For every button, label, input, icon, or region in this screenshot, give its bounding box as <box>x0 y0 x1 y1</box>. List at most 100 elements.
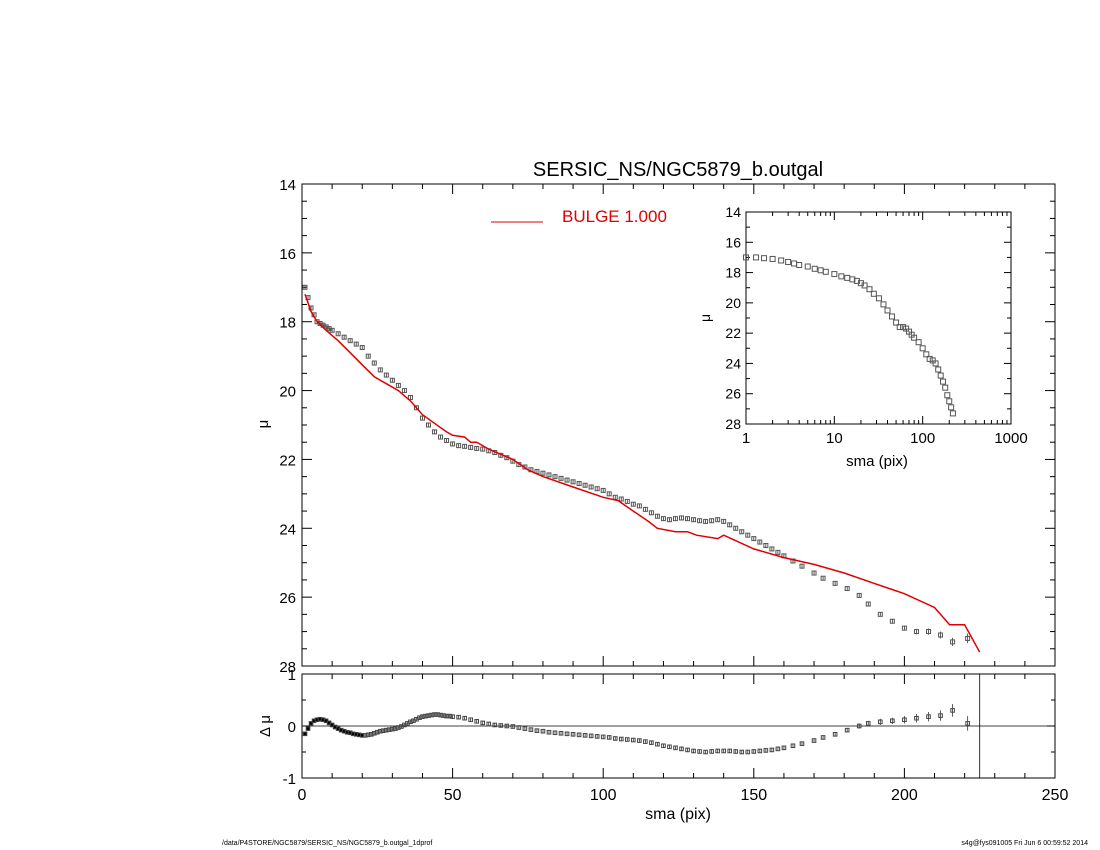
log-inset-panel: 14 16 18 20 22 24 26 281 10 100 1000 sma (pix) μ <box>697 204 1028 470</box>
residual-point <box>769 747 775 753</box>
observed-point <box>407 394 413 400</box>
residual-y-tick-label: 0 <box>288 719 296 736</box>
residual-point <box>938 713 943 718</box>
observed-point <box>432 429 438 435</box>
observed-point <box>811 570 817 576</box>
observed-point <box>763 543 769 548</box>
observed-point <box>666 517 672 523</box>
residual-point <box>667 744 672 750</box>
residual-point <box>965 721 970 726</box>
observed-point <box>564 477 570 483</box>
observed-point <box>606 491 612 497</box>
residual-point <box>435 712 440 717</box>
observed-point <box>594 486 600 492</box>
residual-point <box>582 733 588 738</box>
inset-observed-point <box>911 334 918 341</box>
inset-observed-point <box>919 345 926 352</box>
inset-observed-point <box>884 307 891 314</box>
residual-point <box>902 717 907 723</box>
residual-point <box>492 722 498 728</box>
residual-point <box>856 723 862 729</box>
main-y-axis-label: μ <box>255 420 272 429</box>
residual-point <box>552 730 558 736</box>
observed-point <box>371 360 377 366</box>
observed-point <box>480 446 486 452</box>
residual-point <box>423 713 428 719</box>
residual-point <box>649 740 654 745</box>
inset-observed-point <box>778 257 785 264</box>
residual-point <box>832 732 838 737</box>
observed-point <box>552 474 558 480</box>
residual-point <box>600 734 606 740</box>
residual-point <box>624 737 630 742</box>
observed-point <box>636 503 642 509</box>
observed-point <box>654 513 660 519</box>
observed-point <box>679 515 685 521</box>
residual-point <box>528 727 534 732</box>
residual-point <box>703 749 708 755</box>
residual-point <box>390 726 395 732</box>
residual-point <box>878 719 883 725</box>
residual-point <box>715 748 720 754</box>
observed-point <box>865 601 871 607</box>
observed-point <box>739 529 745 535</box>
residual-point <box>558 730 564 736</box>
observed-point <box>832 580 838 586</box>
residual-point <box>576 732 582 738</box>
residual-point <box>534 728 540 733</box>
observed-point <box>618 496 624 502</box>
inset-observed-point <box>896 324 903 331</box>
observed-point <box>950 639 956 645</box>
observed-point <box>727 522 733 528</box>
inset-observed-point <box>942 384 949 391</box>
residual-point <box>387 727 392 732</box>
residual-y-tick-label: 1 <box>288 667 296 684</box>
inset-y-tick-label: 22 <box>725 325 741 341</box>
observed-point <box>401 388 407 394</box>
observed-point <box>341 334 347 340</box>
residual-point <box>594 734 600 739</box>
residual-point <box>775 746 781 752</box>
observed-point <box>745 532 751 538</box>
inset-observed-point <box>811 265 818 272</box>
observed-point <box>715 517 721 523</box>
inset-observed-point <box>875 295 882 302</box>
observed-point <box>856 592 862 598</box>
residual-x-tick-label: 200 <box>891 787 918 804</box>
inset-y-axis-label: μ <box>697 314 713 322</box>
observed-point <box>691 517 697 523</box>
residual-point <box>618 736 624 742</box>
inset-observed-point <box>893 319 900 326</box>
observed-point <box>546 472 552 478</box>
observed-point <box>383 372 389 378</box>
inset-observed-point <box>831 271 838 278</box>
residual-point <box>362 733 368 738</box>
residual-point <box>570 732 576 737</box>
legend-label: BULGE 1.000 <box>562 207 667 226</box>
inset-observed-point <box>949 410 956 417</box>
observed-point <box>438 434 444 440</box>
residual-point <box>381 728 386 733</box>
observed-point <box>389 377 395 383</box>
inset-y-tick-label: 18 <box>725 265 741 281</box>
observed-point <box>413 405 419 411</box>
inset-y-tick-label: 28 <box>725 416 741 432</box>
observed-point <box>365 353 371 359</box>
residual-point <box>631 737 636 743</box>
residual-point <box>302 731 308 737</box>
inset-observed-point <box>948 404 955 411</box>
timestamp-footer: s4g@fys091005 Fri Jun 6 00:59:52 2014 <box>961 840 1088 847</box>
inset-x-tick-label: 10 <box>826 430 843 447</box>
observed-point <box>302 284 308 290</box>
residual-point <box>365 732 371 738</box>
inset-observed-point <box>753 254 760 261</box>
residual-point <box>685 747 690 753</box>
residual-point <box>378 728 383 734</box>
observed-point <box>335 331 341 337</box>
observed-point <box>799 563 805 569</box>
observed-point <box>709 518 715 524</box>
residual-point <box>763 748 769 753</box>
residual-point <box>408 719 413 725</box>
residual-point <box>546 729 552 735</box>
